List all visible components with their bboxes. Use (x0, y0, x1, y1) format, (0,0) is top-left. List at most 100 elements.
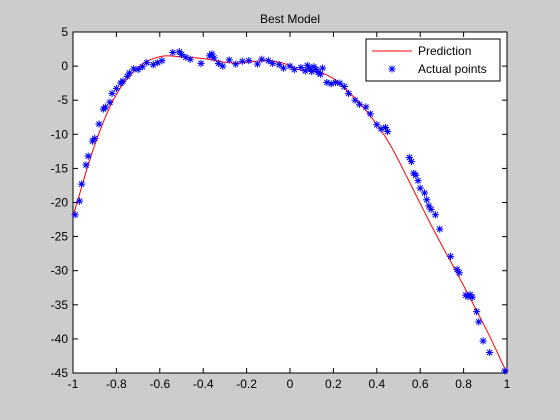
y-tick-label: -25 (51, 230, 69, 244)
data-point-actual (381, 123, 390, 132)
y-tick-label: -15 (51, 161, 69, 175)
data-point-actual (412, 171, 420, 179)
x-axis: -1 -0.8 -0.6 -0.4 -0.2 0 0.2 0.4 0.6 0.8 1 (68, 32, 511, 391)
data-point-actual (269, 59, 277, 67)
data-point-actual (355, 100, 364, 108)
x-tick-label: 0.2 (325, 377, 342, 391)
data-point-actual (453, 265, 461, 273)
data-point-actual (301, 67, 309, 75)
data-point-actual (108, 89, 116, 97)
data-point-actual (130, 65, 138, 73)
data-point-actual (78, 180, 86, 188)
chart-title: Best Model (260, 12, 320, 26)
legend-label-prediction: Prediction (418, 44, 471, 58)
y-tick-label: -45 (51, 366, 69, 380)
data-point-actual (340, 82, 348, 91)
data-point-actual (362, 103, 370, 111)
data-point-actual (308, 67, 316, 76)
data-point-actual (119, 77, 127, 85)
data-point-actual (290, 65, 298, 74)
legend-marker-star (388, 65, 396, 73)
y-tick-label: -5 (57, 93, 68, 107)
legend-box (365, 38, 501, 82)
data-point-actual (169, 48, 177, 57)
data-point-actual (351, 96, 359, 104)
x-tick-label: -0.2 (236, 377, 257, 391)
data-point-actual (75, 197, 84, 205)
data-point-actual (208, 50, 216, 58)
data-point-actual (182, 53, 190, 61)
series-group (71, 48, 509, 375)
data-point-actual (475, 318, 483, 326)
data-point-actual (427, 205, 435, 213)
data-point-actual (373, 121, 381, 129)
data-point-actual (486, 348, 494, 357)
data-point-actual (336, 79, 344, 87)
data-point-actual (106, 98, 114, 106)
data-point-actual (305, 64, 314, 72)
data-point-actual (479, 337, 487, 345)
data-point-actual (154, 59, 162, 67)
data-point-actual (462, 291, 470, 299)
data-point-actual (407, 157, 416, 166)
data-point-actual (423, 196, 431, 204)
data-point-actual (197, 59, 205, 67)
x-tick-label: -0.6 (149, 377, 170, 391)
data-point-actual (331, 78, 340, 87)
data-point-actual (286, 62, 294, 70)
data-point-actual (84, 152, 92, 160)
data-point-actual (71, 211, 79, 219)
data-point-actual (436, 225, 444, 233)
data-point-actual (91, 134, 99, 142)
data-point-actual (82, 161, 90, 169)
data-point-actual (473, 308, 481, 316)
data-point-actual (101, 103, 110, 111)
data-point-actual (455, 269, 463, 277)
data-point-actual (501, 367, 509, 375)
data-point-actual (138, 63, 147, 71)
data-point-actual (264, 57, 272, 65)
data-point-actual (425, 202, 433, 210)
data-point-actual (384, 127, 392, 136)
y-tick-label: -20 (51, 196, 69, 210)
x-tick-label: -0.8 (106, 377, 127, 391)
data-point-actual (125, 69, 134, 77)
data-point-actual (225, 56, 233, 64)
y-tick-label: -30 (51, 264, 69, 278)
y-tick-label: -10 (51, 127, 69, 141)
data-point-actual (134, 65, 142, 74)
data-point-actual (219, 62, 227, 70)
data-point-actual (245, 57, 253, 65)
data-point-actual (112, 85, 120, 93)
legend-marker-actual (388, 65, 396, 73)
y-tick-label: -40 (51, 332, 69, 346)
y-tick-label: 5 (61, 25, 68, 39)
data-point-actual (416, 184, 424, 192)
y-axis: 5 0 -5 -10 -15 -20 -25 -30 -35 -40 -45 (51, 25, 507, 380)
x-tick-label: 0.4 (368, 377, 385, 391)
data-point-actual (316, 70, 324, 78)
legend-label-actual: Actual points (418, 62, 487, 76)
data-point-actual (318, 64, 327, 72)
x-tick-label: 0.8 (455, 377, 472, 391)
data-point-actual (123, 72, 131, 80)
data-point-actual (297, 63, 305, 72)
data-point-actual (158, 57, 166, 65)
x-tick-label: 0.6 (412, 377, 429, 391)
x-tick-label: -1 (68, 377, 79, 391)
data-point-actual (279, 64, 288, 72)
legend: Prediction Actual points (365, 38, 501, 82)
data-point-actual (238, 57, 246, 65)
x-tick-label: -0.4 (193, 377, 214, 391)
data-point-actual (149, 61, 157, 69)
data-point-actual (366, 110, 374, 118)
y-tick-label: 0 (61, 59, 68, 73)
data-point-actual (431, 211, 439, 219)
data-point-actual (377, 125, 385, 133)
data-point-actual (253, 60, 262, 68)
y-tick-label: -35 (51, 298, 69, 312)
data-point-actual (468, 293, 476, 301)
plot-area (72, 31, 508, 374)
data-point-actual (420, 189, 429, 197)
